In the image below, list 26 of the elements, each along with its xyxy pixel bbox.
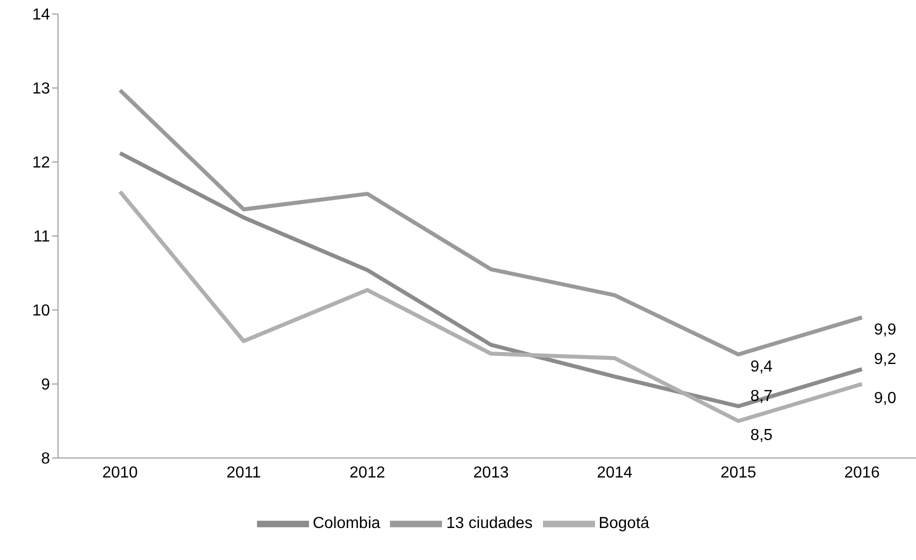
y-tick-label: 11	[33, 228, 50, 246]
x-tick-label: 2012	[350, 464, 386, 482]
data-label: 8,5	[750, 427, 773, 444]
x-tick-label: 2015	[720, 464, 756, 482]
data-label: 9,9	[874, 321, 896, 338]
y-tick-label: 14	[32, 6, 50, 24]
x-tick-label: 2010	[102, 464, 138, 482]
x-tick-label: 2013	[473, 464, 509, 482]
line-series	[118, 151, 864, 408]
y-tick-label: 10	[32, 302, 50, 320]
data-label: 8,7	[750, 388, 773, 406]
y-tick-label: 12	[32, 154, 50, 172]
line-series	[118, 190, 864, 423]
data-label: 9,4	[750, 358, 773, 376]
x-tick-label: 2014	[596, 464, 633, 482]
legend-label: Colombia	[312, 515, 380, 532]
x-tick-label: 2011	[226, 464, 261, 482]
x-tick-label: 2016	[844, 464, 880, 482]
y-tick-label: 9	[41, 376, 50, 394]
y-tick-label: 13	[32, 80, 50, 98]
legend-label: Bogotá	[598, 515, 650, 532]
line-series	[118, 88, 864, 356]
legend-label: 13 ciudades	[446, 515, 533, 532]
data-label: 9,0	[874, 390, 896, 407]
data-label: 9,2	[874, 351, 896, 368]
y-tick-label: 8	[41, 450, 50, 468]
